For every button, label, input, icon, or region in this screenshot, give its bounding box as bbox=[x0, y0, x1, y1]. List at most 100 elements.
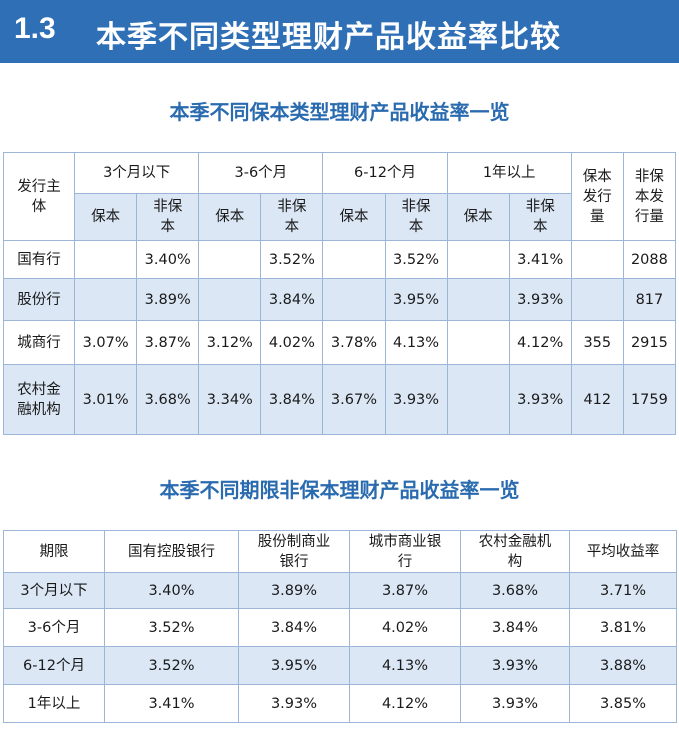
data-cell: 2915 bbox=[622, 320, 677, 365]
guaranteed-subheader: 保本 bbox=[198, 193, 262, 241]
table-row: 6-12个月 3.52% 3.95% 4.13% 3.93% 3.88% bbox=[3, 646, 677, 685]
data-cell: 3.52% bbox=[260, 240, 324, 279]
period-group-header: 1年以上 bbox=[446, 152, 572, 194]
data-cell bbox=[74, 240, 138, 279]
data-cell: 3.52% bbox=[104, 646, 239, 685]
data-cell: 3.93% bbox=[460, 646, 570, 685]
guaranteed-subheader: 保本 bbox=[322, 193, 386, 241]
data-cell: 3.95% bbox=[238, 646, 350, 685]
data-cell bbox=[570, 278, 624, 321]
guarantee-type-yield-table: 发行主体 3个月以下 3-6个月 6-12个月 1年以上 保本 发行量 非保 本发行… bbox=[2, 152, 677, 435]
data-cell: 3.93% bbox=[508, 364, 572, 435]
data-cell: 3.93% bbox=[238, 684, 350, 723]
data-cell: 4.13% bbox=[349, 646, 461, 685]
data-cell bbox=[446, 278, 510, 321]
data-cell bbox=[322, 240, 386, 279]
data-cell: 1759 bbox=[622, 364, 677, 435]
data-cell: 3.68% bbox=[460, 572, 570, 609]
nonguaranteed-count-header: 非保 本发 行量 bbox=[622, 152, 677, 241]
period-group-header: 6-12个月 bbox=[322, 152, 448, 194]
table-row: 1年以上 3.41% 3.93% 4.12% 3.93% 3.85% bbox=[3, 684, 677, 723]
data-cell: 3.40% bbox=[104, 572, 239, 609]
table-row: 国有行 3.40% 3.52% 3.52% 3.41% 2088 bbox=[2, 240, 677, 279]
data-cell: 817 bbox=[622, 278, 677, 321]
guaranteed-subheader: 保本 bbox=[446, 193, 510, 241]
term-yield-table: 期限 国有控股银行 股份制商业 银行 城市商业银行 农村金融机构 平均收益率 3个… bbox=[3, 530, 677, 723]
table-row: 股份行 3.89% 3.84% 3.95% 3.93% 817 bbox=[2, 278, 677, 321]
data-cell: 3.67% bbox=[322, 364, 386, 435]
data-cell: 4.12% bbox=[508, 320, 572, 365]
data-cell: 3.78% bbox=[322, 320, 386, 365]
data-cell: 3.88% bbox=[569, 646, 677, 685]
nonguaranteed-subheader: 非保本 bbox=[136, 193, 200, 241]
data-cell bbox=[198, 240, 262, 279]
column-header: 国有控股银行 bbox=[104, 530, 239, 573]
section-banner: 1.3 本季不同类型理财产品收益率比较 bbox=[0, 0, 679, 63]
data-cell: 3.68% bbox=[136, 364, 200, 435]
data-cell: 4.12% bbox=[349, 684, 461, 723]
period-group-header: 3个月以下 bbox=[74, 152, 200, 194]
data-cell bbox=[198, 278, 262, 321]
data-cell: 3.87% bbox=[349, 572, 461, 609]
column-header: 股份制商业 银行 bbox=[238, 530, 350, 573]
table-row: 城商行 3.07% 3.87% 3.12% 4.02% 3.78% 4.13% … bbox=[2, 320, 677, 365]
data-cell: 3.89% bbox=[136, 278, 200, 321]
data-cell: 3.01% bbox=[74, 364, 138, 435]
nonguaranteed-subheader: 非保本 bbox=[384, 193, 448, 241]
issuer-cell: 城商行 bbox=[2, 320, 76, 365]
term-cell: 3-6个月 bbox=[3, 608, 105, 647]
guaranteed-subheader: 保本 bbox=[74, 193, 138, 241]
data-cell: 4.13% bbox=[384, 320, 448, 365]
issuer-header: 发行主体 bbox=[2, 152, 76, 241]
data-cell: 3.85% bbox=[569, 684, 677, 723]
nonguaranteed-subheader: 非保本 bbox=[260, 193, 324, 241]
data-cell: 3.84% bbox=[260, 364, 324, 435]
data-cell: 3.81% bbox=[569, 608, 677, 647]
table-row: 3个月以下 3.40% 3.89% 3.87% 3.68% 3.71% bbox=[3, 572, 677, 609]
data-cell: 2088 bbox=[622, 240, 677, 279]
data-cell bbox=[446, 320, 510, 365]
data-cell: 412 bbox=[570, 364, 624, 435]
data-cell: 3.41% bbox=[104, 684, 239, 723]
term-cell: 6-12个月 bbox=[3, 646, 105, 685]
data-cell: 3.84% bbox=[238, 608, 350, 647]
period-group-header: 3-6个月 bbox=[198, 152, 324, 194]
data-cell: 3.40% bbox=[136, 240, 200, 279]
issuer-cell: 国有行 bbox=[2, 240, 76, 279]
data-cell: 3.93% bbox=[508, 278, 572, 321]
term-cell: 1年以上 bbox=[3, 684, 105, 723]
data-cell bbox=[446, 240, 510, 279]
column-header: 城市商业银行 bbox=[349, 530, 461, 573]
table-row: 农村金 融机构 3.01% 3.68% 3.34% 3.84% 3.67% 3.9… bbox=[2, 364, 677, 435]
column-header: 平均收益率 bbox=[569, 530, 677, 573]
column-header: 农村金融机构 bbox=[460, 530, 570, 573]
term-cell: 3个月以下 bbox=[3, 572, 105, 609]
term-header: 期限 bbox=[3, 530, 105, 573]
data-cell: 3.95% bbox=[384, 278, 448, 321]
data-cell: 3.41% bbox=[508, 240, 572, 279]
section-title: 本季不同类型理财产品收益率比较 bbox=[96, 20, 561, 55]
guaranteed-count-header: 保本 发行量 bbox=[570, 152, 624, 241]
table2-title: 本季不同期限非保本理财产品收益率一览 bbox=[159, 478, 520, 502]
data-cell: 3.84% bbox=[260, 278, 324, 321]
nonguaranteed-subheader: 非保本 bbox=[508, 193, 572, 241]
data-cell: 355 bbox=[570, 320, 624, 365]
data-cell: 3.12% bbox=[198, 320, 262, 365]
table1-title: 本季不同保本类型理财产品收益率一览 bbox=[169, 100, 510, 124]
data-cell: 3.87% bbox=[136, 320, 200, 365]
data-cell: 3.34% bbox=[198, 364, 262, 435]
data-cell bbox=[446, 364, 510, 435]
issuer-cell: 农村金 融机构 bbox=[2, 364, 76, 435]
section-number: 1.3 bbox=[14, 12, 56, 45]
issuer-cell: 股份行 bbox=[2, 278, 76, 321]
data-cell: 3.93% bbox=[460, 684, 570, 723]
data-cell: 3.89% bbox=[238, 572, 350, 609]
data-cell: 3.52% bbox=[384, 240, 448, 279]
data-cell bbox=[322, 278, 386, 321]
data-cell: 4.02% bbox=[260, 320, 324, 365]
data-cell: 3.07% bbox=[74, 320, 138, 365]
data-cell: 3.52% bbox=[104, 608, 239, 647]
data-cell bbox=[74, 278, 138, 321]
data-cell: 3.93% bbox=[384, 364, 448, 435]
data-cell: 4.02% bbox=[349, 608, 461, 647]
